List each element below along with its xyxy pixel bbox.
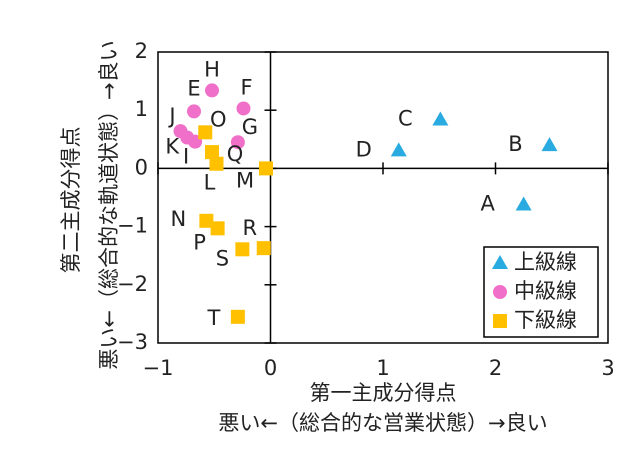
legend-marker [493,314,507,328]
y-tick-label: −2 [117,272,148,296]
point-label: I [183,145,189,169]
point-label: E [187,76,200,100]
point [230,309,245,324]
x-axis-label: 第一主成分得点 [310,381,457,405]
point [187,104,201,119]
y-tick-label: −3 [117,330,148,354]
point-label: O [210,107,227,131]
point [432,111,449,126]
point-label: P [193,230,206,254]
point [541,137,558,152]
y-axis-label: 悪い←（総合的な軌道状態）→良い [97,40,121,369]
point [198,125,213,140]
x-tick-label: 3 [601,356,614,380]
point [259,161,273,176]
point-label: T [206,306,220,330]
y-tick-label: 1 [135,97,148,121]
point [205,145,219,160]
point-label: M [236,168,254,192]
y-tick-label: −1 [117,214,148,238]
point-label: D [356,137,372,161]
y-tick-label: 2 [135,39,148,63]
legend-marker [492,255,508,269]
point [235,242,250,257]
y-tick-label: 0 [135,155,148,179]
point-label: G [242,115,258,139]
point [256,241,271,256]
point-label: Q [227,142,244,166]
point [390,142,407,157]
point [199,213,214,228]
point-label: S [216,246,229,270]
point-label: C [398,107,413,131]
point [205,83,219,98]
point-label: J [167,104,175,128]
point-label: R [242,216,257,240]
legend-label: 上級線 [514,250,577,274]
point [230,135,245,150]
point-label: L [204,171,216,195]
point [515,196,532,211]
point-label: H [204,57,220,81]
x-axis-label: 悪い←（総合的な営業状態）→良い [218,411,547,435]
legend-label: 下級線 [514,308,577,332]
point-label: N [171,207,187,231]
point [236,101,251,116]
point-label: B [508,132,522,156]
x-tick-label: 1 [376,356,389,380]
point [210,221,225,236]
plot-frame [157,51,609,344]
point-label: A [480,191,495,215]
point-label: F [240,75,252,99]
y-axis-label: 第二主成分得点 [59,127,83,274]
x-tick-label: 2 [489,356,502,380]
x-tick-label: −1 [143,356,174,380]
legend-label: 中級線 [514,279,577,303]
point-label: K [165,135,180,159]
point [209,156,224,171]
legend-marker [493,285,507,299]
x-tick-label: 0 [264,356,277,380]
